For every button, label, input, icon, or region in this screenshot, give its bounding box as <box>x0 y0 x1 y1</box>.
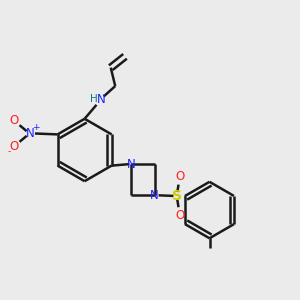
Text: N: N <box>150 189 159 202</box>
Text: O: O <box>176 170 184 183</box>
Text: N: N <box>26 127 34 140</box>
Text: O: O <box>176 209 184 222</box>
Text: O: O <box>9 114 19 127</box>
Text: N: N <box>127 158 135 171</box>
Text: H: H <box>90 94 98 104</box>
Text: N: N <box>97 93 105 106</box>
Text: -: - <box>8 147 11 156</box>
Text: S: S <box>172 189 182 203</box>
Text: +: + <box>32 123 40 132</box>
Text: O: O <box>9 140 19 153</box>
